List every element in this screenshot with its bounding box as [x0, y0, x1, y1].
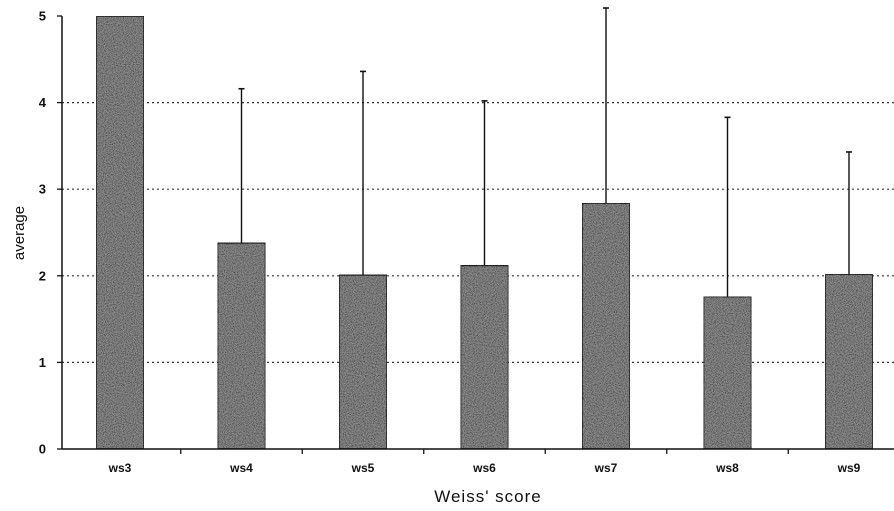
y-tick-label-3: 3: [39, 182, 46, 197]
x-axis-title: Weiss' score: [434, 487, 542, 506]
bar-ws3: [95, 15, 145, 450]
axes: [57, 15, 894, 454]
y-tick-label-5: 5: [39, 9, 46, 24]
x-tick-label-ws5: ws5: [351, 461, 375, 475]
y-tick-label-1: 1: [39, 355, 46, 370]
bar-ws8: [702, 295, 753, 450]
bars: [95, 7, 874, 450]
y-axis-title: average: [11, 206, 28, 260]
x-tick-label-ws3: ws3: [108, 461, 132, 475]
bar-ws5: [338, 274, 388, 450]
x-tick-label-ws4: ws4: [229, 461, 253, 475]
y-tick-label-4: 4: [39, 95, 47, 110]
x-tick-label-ws6: ws6: [472, 461, 496, 475]
x-tick-label-ws9: ws9: [837, 461, 861, 475]
bar-ws6: [459, 264, 510, 450]
bar-ws4: [216, 242, 267, 450]
x-tick-label-ws8: ws8: [715, 461, 739, 475]
bar-ws7: [581, 202, 631, 450]
bar-ws9: [824, 273, 874, 450]
x-tick-label-ws7: ws7: [594, 461, 618, 475]
tick-labels: 0 1 2 3 4 5 ws3 ws4 ws5 ws6 ws7 ws8 ws9: [39, 9, 861, 476]
y-tick-label-0: 0: [39, 442, 46, 457]
y-tick-label-2: 2: [39, 268, 46, 283]
